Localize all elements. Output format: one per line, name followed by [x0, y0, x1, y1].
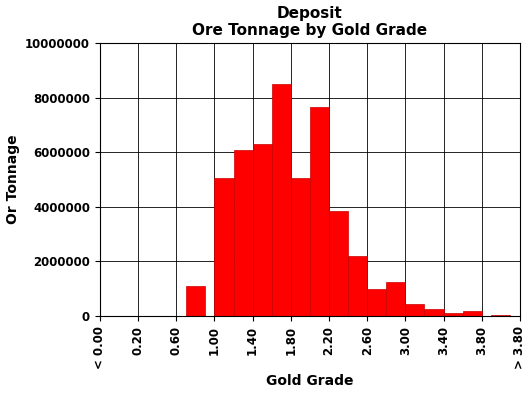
Bar	[444, 313, 463, 316]
Bar	[405, 304, 425, 316]
Bar	[253, 144, 272, 316]
Bar	[310, 108, 329, 316]
Title: Deposit
Ore Tonnage by Gold Grade: Deposit Ore Tonnage by Gold Grade	[193, 6, 427, 38]
Bar	[186, 286, 205, 316]
Bar	[491, 315, 510, 316]
Bar	[348, 256, 367, 316]
Bar	[214, 178, 234, 316]
Bar	[463, 310, 482, 316]
Bar	[234, 150, 253, 316]
Bar	[425, 309, 444, 316]
Bar	[367, 289, 386, 316]
X-axis label: Gold Grade: Gold Grade	[266, 374, 354, 388]
Bar	[329, 211, 348, 316]
Bar	[386, 282, 405, 316]
Bar	[272, 84, 291, 316]
Y-axis label: Or Tonnage: Or Tonnage	[5, 135, 20, 225]
Bar	[291, 178, 310, 316]
